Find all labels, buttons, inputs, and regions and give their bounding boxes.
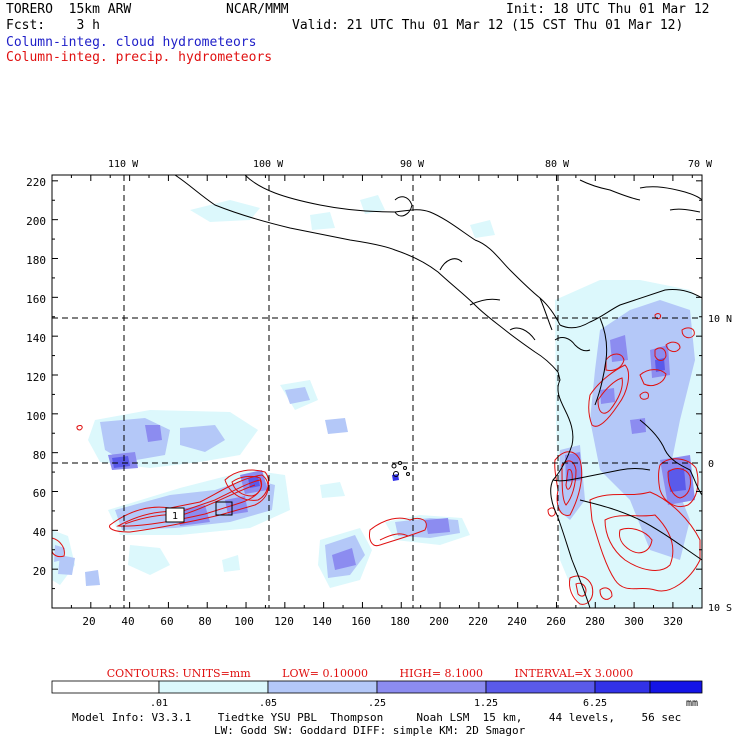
x-tick-label: 140 [312,615,332,628]
lat-label-10s: 10 S [708,603,732,614]
contour-label-box-2 [215,501,233,516]
model-title: TORERO 15km ARW [6,2,132,17]
y-tick-label: 100 [26,410,46,423]
y-tick-label: 160 [26,293,46,306]
x-tick-label: 80 [198,615,211,628]
colorbar-unit: mm [686,698,698,709]
y-tick-label: 40 [33,526,46,539]
colorbar-segment [158,680,269,694]
x-tick-label: 40 [121,615,134,628]
colorbar-segment [485,680,596,694]
valid-time: Valid: 21 UTC Thu 01 Mar 12 (15 CST Thu … [292,18,684,33]
colorbar-segment [649,680,703,694]
x-tick-label: 200 [429,615,449,628]
lat-lon-grid [52,175,702,608]
lat-label-0: 0 [708,459,714,470]
x-tick-label: 180 [390,615,410,628]
colorbar-segment [267,680,378,694]
colorbar-label: .01 [150,698,168,709]
init-time: Init: 18 UTC Thu 01 Mar 12 [506,2,710,17]
y-tick-label: 20 [33,565,46,578]
x-tick-label: 240 [507,615,527,628]
y-tick-label: 120 [26,371,46,384]
x-axis-ticks [70,175,693,608]
model-info-line1: Model Info: V3.3.1 Tiedtke YSU PBL Thomp… [72,711,682,724]
y-tick-label: 220 [26,176,46,189]
contour-high: HIGH= 8.1000 [399,667,484,680]
contour-info: CONTOURS: UNITS=mm LOW= 0.10000 HIGH= 8.… [0,667,740,680]
lon-label-90w: 90 W [400,159,425,170]
colorbar-label: .25 [368,698,386,709]
x-tick-label: 220 [468,615,488,628]
lat-label-10n: 10 N [708,314,732,325]
x-tick-label: 60 [160,615,173,628]
colorbar-segment [594,680,651,694]
contour-low: LOW= 0.10000 [282,667,368,680]
cloud-fields [52,195,702,608]
x-tick-label: 160 [351,615,371,628]
x-tick-label: 280 [585,615,605,628]
x-tick-label: 300 [624,615,644,628]
lon-label-110w: 110 W [108,159,139,170]
x-tick-label: 260 [546,615,566,628]
field-cloud-label: Column-integ. cloud hydrometeors [6,35,257,50]
colorbar-segment [376,680,487,694]
x-tick-label: 100 [234,615,254,628]
contour-label: 1 [172,511,178,522]
y-tick-label: 180 [26,254,46,267]
lon-label-70w: 70 W [688,159,713,170]
x-tick-label: 20 [82,615,95,628]
contour-interval: INTERVAL=X 3.0000 [514,667,634,680]
precip-contours [52,313,701,605]
colorbar-label: .05 [259,698,277,709]
lon-label-80w: 80 W [545,159,570,170]
y-tick-label: 60 [33,487,46,500]
lon-label-100w: 100 W [253,159,284,170]
colorbar [51,680,703,694]
colorbar-segment [51,680,160,694]
field-precip-label: Column-integ. precip. hydrometeors [6,50,273,65]
coastlines [174,175,702,608]
colorbar-label: 1.25 [474,698,498,709]
y-tick-label: 80 [33,449,46,462]
x-tick-label: 120 [274,615,294,628]
y-tick-label: 200 [26,215,46,228]
model-info-line2: LW: Godd SW: Goddard DIFF: simple KM: 2D… [214,724,526,737]
organization: NCAR/MMM [226,2,289,17]
contour-units: CONTOURS: UNITS=mm [106,667,251,680]
contour-label-box [165,507,185,523]
galapagos-islands [391,461,410,477]
y-axis-ticks [52,180,702,590]
x-tick-label: 320 [663,615,683,628]
forecast-hour: Fcst: 3 h [6,18,100,33]
y-tick-label: 140 [26,332,46,345]
colorbar-label: 6.25 [583,698,607,709]
plot-frame [51,174,703,609]
